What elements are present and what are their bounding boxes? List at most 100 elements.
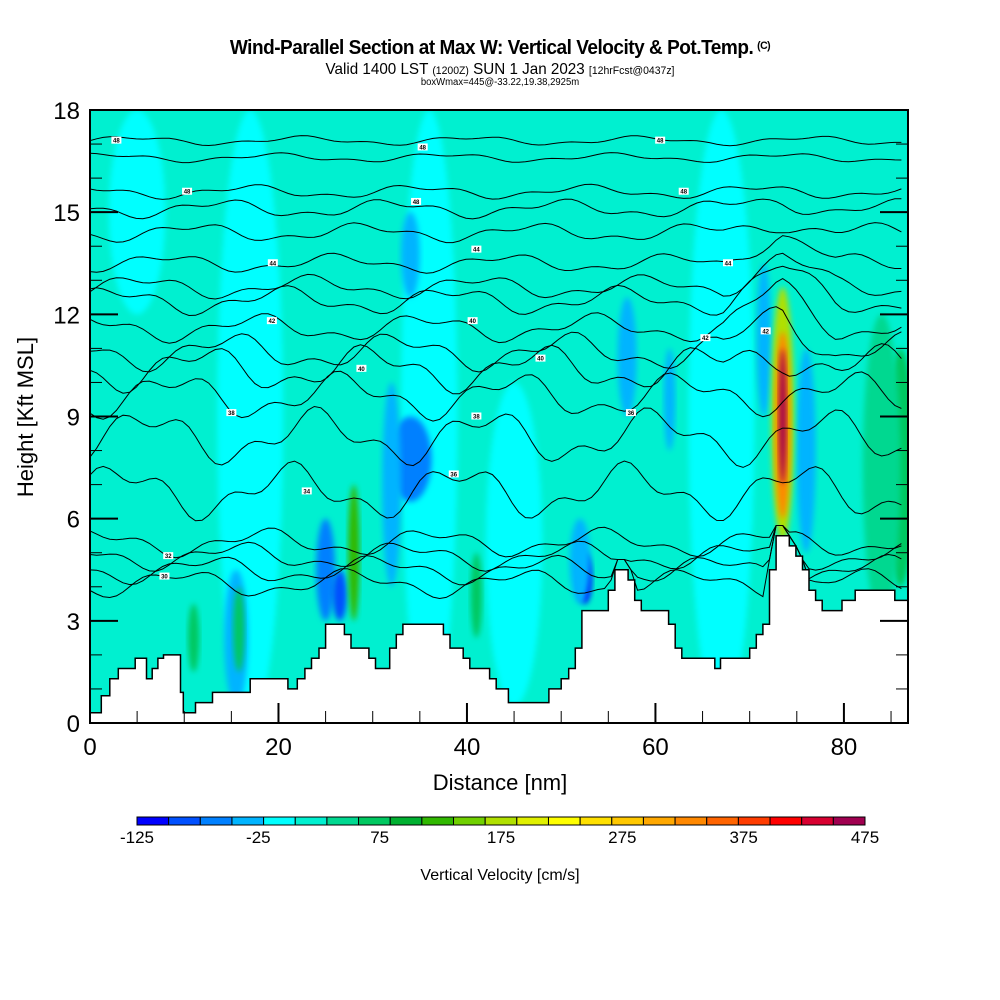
theta-contour <box>90 198 902 220</box>
contour-label: 40 <box>467 317 478 325</box>
contour-label: 32 <box>163 552 174 560</box>
contour-label-bg <box>159 572 170 580</box>
colorbar-segment <box>484 816 518 826</box>
contour-label-text: 48 <box>657 139 664 145</box>
colorbar-tick-label: 275 <box>608 828 636 847</box>
chart-subtitle: Valid 1400 LST (1200Z) SUN 1 Jan 2023 [1… <box>25 61 975 79</box>
contour-label-text: 32 <box>165 554 172 560</box>
velocity-cell <box>233 586 245 672</box>
velocity-cell <box>332 569 347 621</box>
colorbar-segment <box>516 816 549 826</box>
colorbar-tick-label: -125 <box>120 828 154 847</box>
contour-label: 30 <box>159 572 170 581</box>
y-tick-label: 0 <box>67 711 80 738</box>
contour-label-bg <box>625 409 636 417</box>
y-tick-label: 3 <box>67 609 80 636</box>
velocity-cell <box>663 348 676 451</box>
contour-label-text: 40 <box>469 319 476 325</box>
contour-label-bg <box>723 259 734 267</box>
contour-label-text: 42 <box>269 319 276 325</box>
theta-contour <box>90 405 902 468</box>
colorbar-segment <box>737 816 771 826</box>
contour-label-bg <box>448 470 459 478</box>
colorbar-segment <box>642 816 676 826</box>
velocity-cell <box>796 348 816 553</box>
contour-label-text: 36 <box>628 411 635 417</box>
terrain-layer <box>90 534 908 723</box>
colorbar-tick-label: 75 <box>370 828 389 847</box>
velocity-cell <box>778 348 787 485</box>
colorbar-segment <box>136 816 170 826</box>
contour-label-text: 48 <box>184 190 191 196</box>
colorbar: -125 -25 75 175 275 375 475 <box>120 816 879 847</box>
theta-contour <box>90 278 902 344</box>
y-tick-label: 18 <box>53 98 80 125</box>
contour-label-text: 40 <box>537 357 544 363</box>
colorbar-segment <box>231 816 265 826</box>
contour-label: 40 <box>356 364 367 373</box>
velocity-cell <box>382 382 401 587</box>
contour-label-text: 34 <box>303 489 310 495</box>
contour-label-bg <box>182 187 193 195</box>
theta-contour <box>90 222 902 244</box>
colorbar-tick-label: -25 <box>246 828 271 847</box>
colorbar-segment <box>706 816 739 826</box>
velocity-cell <box>569 518 591 604</box>
colorbar-segment <box>199 816 233 826</box>
contour-label-bg <box>356 364 367 372</box>
contour-label-text: 48 <box>413 200 420 206</box>
theta-contour <box>90 343 902 395</box>
contour-label-text: 44 <box>473 248 480 254</box>
velocity-cell <box>400 212 420 298</box>
contour-label: 40 <box>535 354 546 363</box>
theta-contour <box>90 525 902 559</box>
colorbar-segment <box>579 816 613 826</box>
colorbar-segment <box>547 816 581 826</box>
contour-label-text: 42 <box>762 329 769 335</box>
contour-label-bg <box>760 327 771 335</box>
contour-label-text: 44 <box>269 261 276 267</box>
velocity-cell <box>108 110 166 315</box>
contour-label-bg <box>266 317 277 325</box>
contour-label-text: 48 <box>419 145 426 151</box>
theta-contour <box>90 252 902 300</box>
contour-label: 48 <box>182 187 193 196</box>
contour-label-bg <box>471 412 482 420</box>
colorbar-tick-label: 175 <box>487 828 515 847</box>
contour-label-bg <box>700 334 711 342</box>
contour-label-text: 44 <box>725 261 732 267</box>
contour-label: 34 <box>301 487 312 495</box>
contour-label-text: 38 <box>473 415 480 421</box>
colorbar-tick-label: 375 <box>729 828 757 847</box>
colorbar-segment <box>769 816 803 826</box>
contour-label: 48 <box>417 143 428 151</box>
contour-label-text: 48 <box>680 190 687 196</box>
x-tick-label: 0 <box>83 734 96 761</box>
colorbar-segment <box>168 816 201 826</box>
velocity-cell <box>353 144 392 553</box>
contour-label-bg <box>163 552 174 560</box>
contour-label-bg <box>417 143 428 151</box>
y-tick-label: 12 <box>53 302 80 329</box>
contour-label-bg <box>467 317 478 325</box>
velocity-cell <box>862 314 901 621</box>
contour-label: 36 <box>625 409 636 417</box>
x-tick-label: 40 <box>454 734 481 761</box>
valid-time: Valid 1400 LST <box>325 61 429 78</box>
theta-contour <box>90 525 902 586</box>
velocity-cell <box>217 110 284 723</box>
contour-label: 44 <box>267 259 278 267</box>
colorbar-segment <box>326 816 360 826</box>
contour-label-bg <box>678 187 689 195</box>
contour-label-bg <box>535 354 546 362</box>
forecast-info: [12hrFcst@0437z] <box>588 65 675 77</box>
colorbar-tick-label: 475 <box>851 828 879 847</box>
contour-label-bg <box>301 487 312 495</box>
colorbar-segment <box>421 816 455 826</box>
colorbar-segment <box>611 816 644 826</box>
contour-label-text: 40 <box>358 367 365 373</box>
contour-label: 48 <box>111 136 122 145</box>
velocity-cell <box>348 484 360 621</box>
theta-contour <box>90 135 902 147</box>
